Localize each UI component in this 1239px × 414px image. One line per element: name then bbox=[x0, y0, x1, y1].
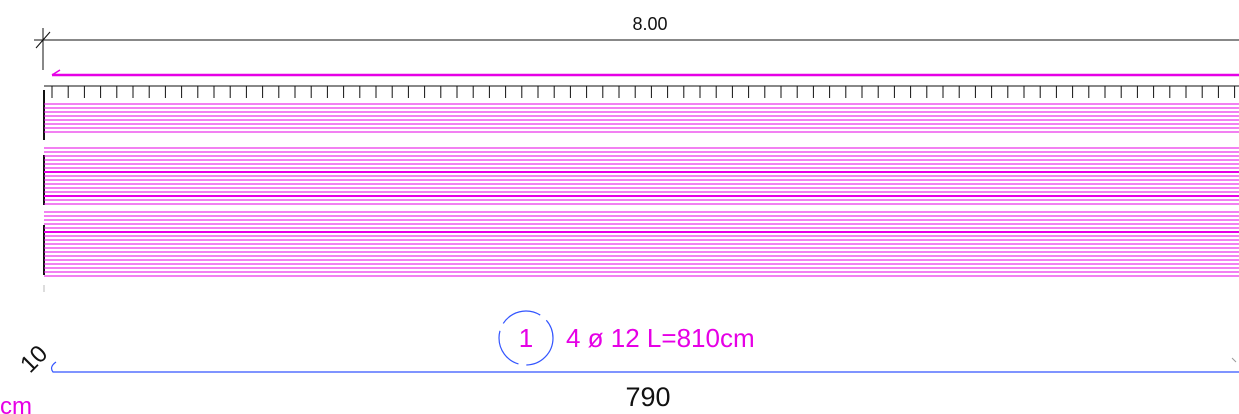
bar-shape-end-mark bbox=[1231, 357, 1237, 363]
bar-length-label: 790 bbox=[625, 382, 670, 412]
longitudinal-rebar-lines bbox=[44, 103, 1239, 277]
bar-mark-callout: 1 4 ø 12 L=810cm bbox=[498, 310, 755, 366]
cut-unit-label: cm bbox=[0, 393, 32, 414]
top-dimension: 8.00 bbox=[34, 14, 1239, 70]
hook-length-label: 10 bbox=[15, 340, 53, 378]
bar-mark-number: 1 bbox=[519, 323, 533, 353]
top-dimension-value: 8.00 bbox=[632, 14, 667, 34]
stirrup-tick-marks bbox=[51, 86, 1236, 98]
bar-shape-line bbox=[50, 361, 1239, 373]
bar-mark-circle bbox=[498, 310, 554, 366]
beam-top-rebar-hook bbox=[51, 69, 61, 76]
bar-callout-text: 4 ø 12 L=810cm bbox=[566, 323, 755, 353]
beam-top-edge bbox=[44, 69, 1239, 98]
